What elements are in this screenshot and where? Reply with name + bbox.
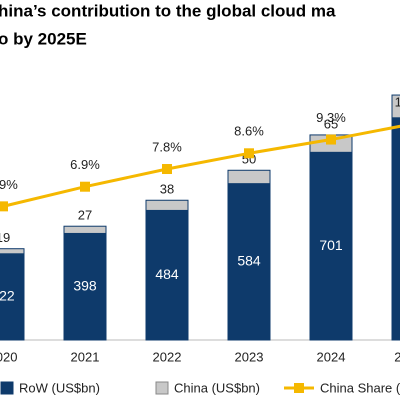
bar-label: 322 (0, 288, 15, 304)
legend-label: China Share (US$bn) (320, 380, 400, 395)
bar-label: 398 (73, 277, 97, 293)
share-label: 10.1% (395, 94, 400, 109)
legend-label: China (US$bn) (174, 380, 260, 395)
share-label: 7.8% (152, 139, 182, 154)
bar-label: 584 (237, 253, 261, 269)
bar-segment (145, 199, 189, 211)
legend-swatch (294, 383, 304, 393)
share-label: 5.9% (0, 177, 18, 192)
bar-label: 701 (319, 237, 343, 253)
bar-label: 38 (160, 182, 174, 197)
share-line (2, 124, 400, 208)
share-label: 9.3% (316, 110, 346, 125)
bar-segment (309, 151, 353, 341)
x-tick-label: 2021 (71, 349, 100, 364)
x-tick-label: 2020 (0, 349, 17, 364)
bar-segment (0, 248, 25, 255)
x-tick-label: 2025E (394, 349, 400, 364)
chart-subtitle: o by 2025E (0, 29, 87, 48)
x-tick-label: 2022 (153, 349, 182, 364)
legend-label: RoW (US$bn) (19, 380, 100, 395)
bar-label: 484 (155, 266, 179, 282)
legend-swatch (0, 381, 14, 395)
chart-title: hina’s contribution to the global cloud … (0, 1, 336, 20)
share-marker (80, 181, 90, 192)
share-label: 8.6% (234, 124, 264, 139)
share-marker (326, 134, 336, 145)
share-marker (244, 148, 254, 159)
x-tick-label: 2023 (235, 349, 264, 364)
bar-label: 19 (0, 230, 10, 245)
bar-segment (391, 117, 400, 341)
legend-swatch (155, 381, 169, 395)
x-tick-label: 2024 (317, 349, 346, 364)
bar-label: 27 (78, 208, 92, 223)
bar-segment (227, 169, 271, 185)
bar-segment (145, 209, 189, 341)
share-label: 6.9% (70, 157, 100, 172)
bar-segment (63, 225, 107, 234)
bar-label: 65 (324, 116, 338, 131)
share-marker (162, 164, 172, 175)
share-marker (0, 201, 8, 212)
bar-segment (63, 232, 107, 341)
bar-segment (391, 94, 400, 119)
